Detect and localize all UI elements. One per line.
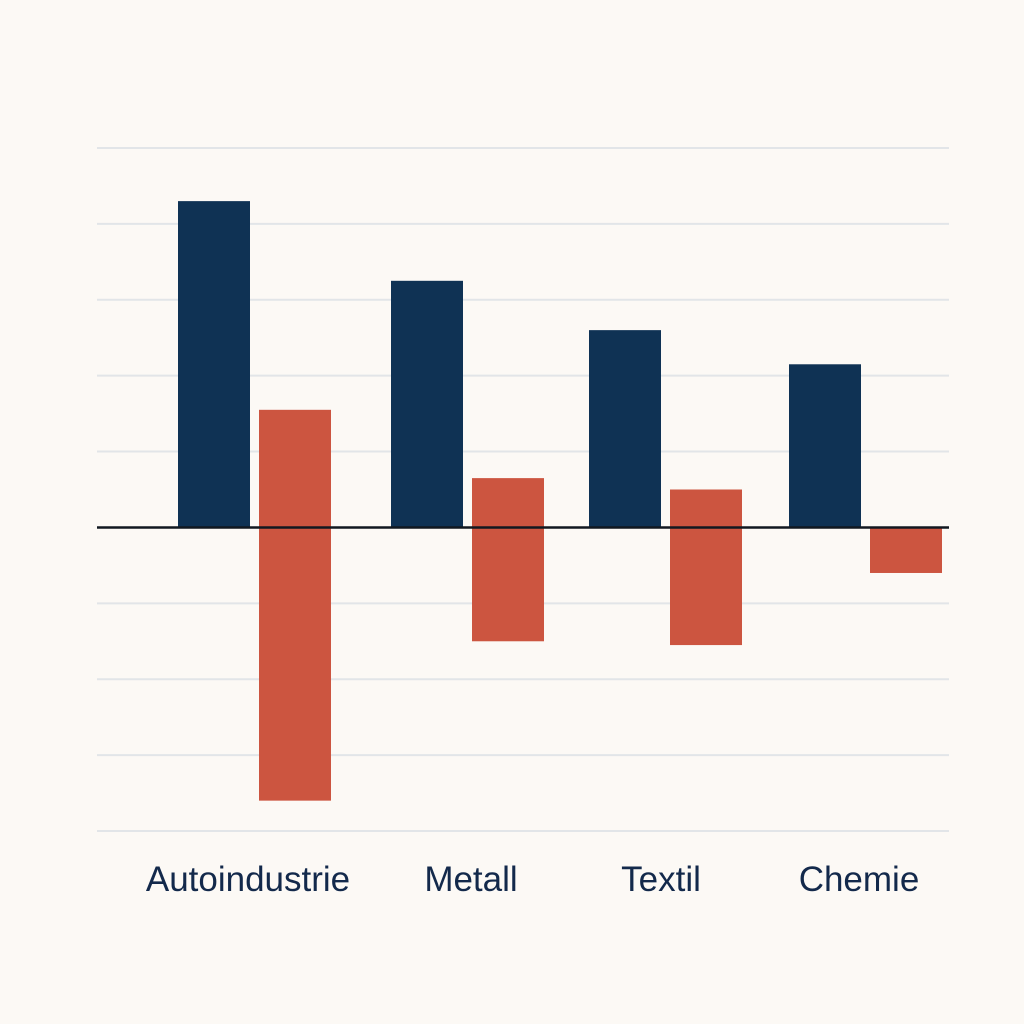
x-tick-label: Textil	[621, 860, 701, 899]
x-tick-label: Metall	[424, 860, 517, 899]
bar-series-2-autoindustrie	[259, 409, 331, 801]
bar-series-1-textil	[589, 330, 661, 528]
x-tick-label: Autoindustrie	[146, 860, 350, 899]
bar-group	[178, 201, 942, 801]
x-tick-label: Chemie	[799, 860, 920, 899]
bar-series-2-textil	[670, 489, 742, 646]
bar-series-1-chemie	[789, 364, 861, 528]
bar-series-2-chemie	[870, 527, 942, 573]
bar-series-1-metall	[391, 280, 463, 528]
category-labels: Autoindustrie Metall Textil Chemie	[146, 860, 919, 899]
bar-series-1-autoindustrie	[178, 201, 250, 528]
bar-series-2-metall	[472, 478, 544, 642]
